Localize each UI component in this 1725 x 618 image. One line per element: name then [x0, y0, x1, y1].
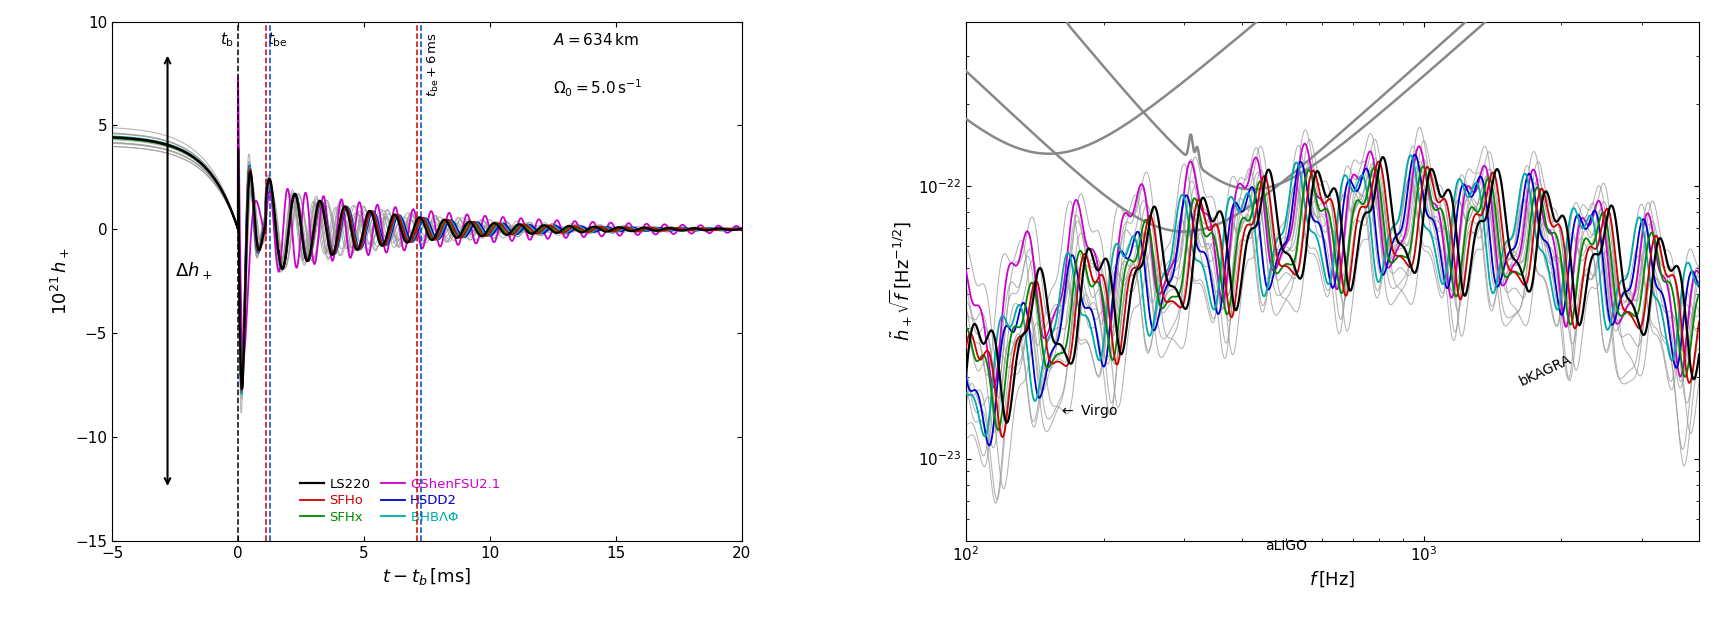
Text: $\leftarrow$ Virgo: $\leftarrow$ Virgo: [1059, 402, 1118, 420]
Legend: LS220, SFHo, SFHx, GShenFSU2.1, HSDD2, BHB$\Lambda\Phi$: LS220, SFHo, SFHx, GShenFSU2.1, HSDD2, B…: [295, 473, 505, 529]
X-axis label: $f\,\mathrm{[Hz]}$: $f\,\mathrm{[Hz]}$: [1309, 570, 1356, 590]
Text: $\Omega_0 = 5.0\,\mathrm{s}^{-1}$: $\Omega_0 = 5.0\,\mathrm{s}^{-1}$: [552, 78, 642, 99]
Text: $t_\mathrm{b}$: $t_\mathrm{b}$: [221, 30, 235, 49]
Text: aLIGO: aLIGO: [1264, 540, 1308, 553]
Text: $A = 634\,\mathrm{km}$: $A = 634\,\mathrm{km}$: [552, 32, 638, 48]
Text: $t_\mathrm{be}$: $t_\mathrm{be}$: [267, 30, 288, 49]
Text: $t_\mathrm{be}+6\,\mathrm{ms}$: $t_\mathrm{be}+6\,\mathrm{ms}$: [426, 32, 442, 97]
Text: $\Delta h_+$: $\Delta h_+$: [176, 260, 212, 281]
Y-axis label: $10^{21}\,h_+$: $10^{21}\,h_+$: [50, 247, 72, 315]
Text: bKAGRA: bKAGRA: [1516, 352, 1573, 389]
X-axis label: $t - t_b\,\mathrm{[ms]}$: $t - t_b\,\mathrm{[ms]}$: [383, 566, 471, 587]
Y-axis label: $\tilde{h}_+\sqrt{f}\,\mathrm{[Hz^{-1/2}]}$: $\tilde{h}_+\sqrt{f}\,\mathrm{[Hz^{-1/2}…: [888, 221, 916, 341]
